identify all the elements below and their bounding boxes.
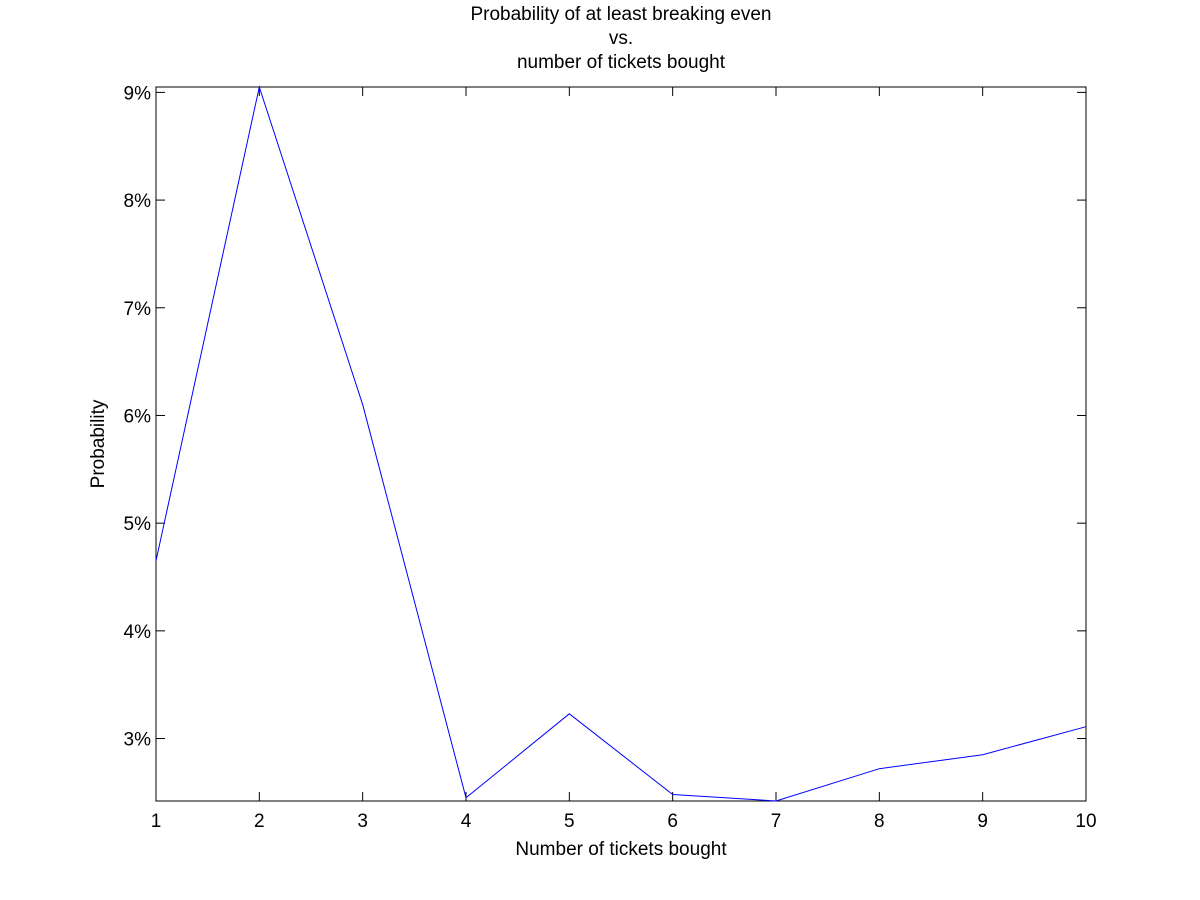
- x-tick-label: 9: [977, 811, 988, 832]
- x-tick-label: 1: [151, 811, 162, 832]
- chart-title: Probability of at least breaking even vs.…: [470, 4, 771, 73]
- y-tick-label: 5%: [124, 514, 152, 535]
- x-tick-label: 2: [254, 811, 265, 832]
- plot-area: [155, 86, 1087, 802]
- x-tick-label: 6: [667, 811, 678, 832]
- x-tick-label: 8: [874, 811, 885, 832]
- x-tick-label: 10: [1075, 811, 1096, 832]
- chart-title-line: number of tickets bought: [517, 52, 726, 73]
- series-lines: [155, 85, 1087, 802]
- y-tick-label: 6%: [124, 406, 152, 427]
- chart-title-line: vs.: [609, 28, 633, 49]
- y-tick-label: 8%: [124, 191, 152, 212]
- x-tick-label: 7: [771, 811, 782, 832]
- x-tick-label: 4: [461, 811, 472, 832]
- y-tick-label: 4%: [124, 622, 152, 643]
- x-tick-label: 3: [357, 811, 368, 832]
- x-axis-label: Number of tickets bought: [515, 839, 727, 860]
- y-axis-label: Probability: [88, 399, 109, 488]
- x-tick-label: 5: [564, 811, 575, 832]
- y-tick-label: 3%: [124, 730, 152, 751]
- series-line: [155, 85, 1087, 802]
- y-axis: 3% 4% 5% 6% 7% 8% 9%: [124, 83, 1086, 751]
- y-tick-label: 7%: [124, 299, 152, 320]
- y-tick-label: 9%: [124, 83, 152, 104]
- x-axis: 1 2 3 4 5 6 7 8 9 10: [151, 87, 1097, 832]
- chart-title-line: Probability of at least breaking even: [470, 4, 771, 25]
